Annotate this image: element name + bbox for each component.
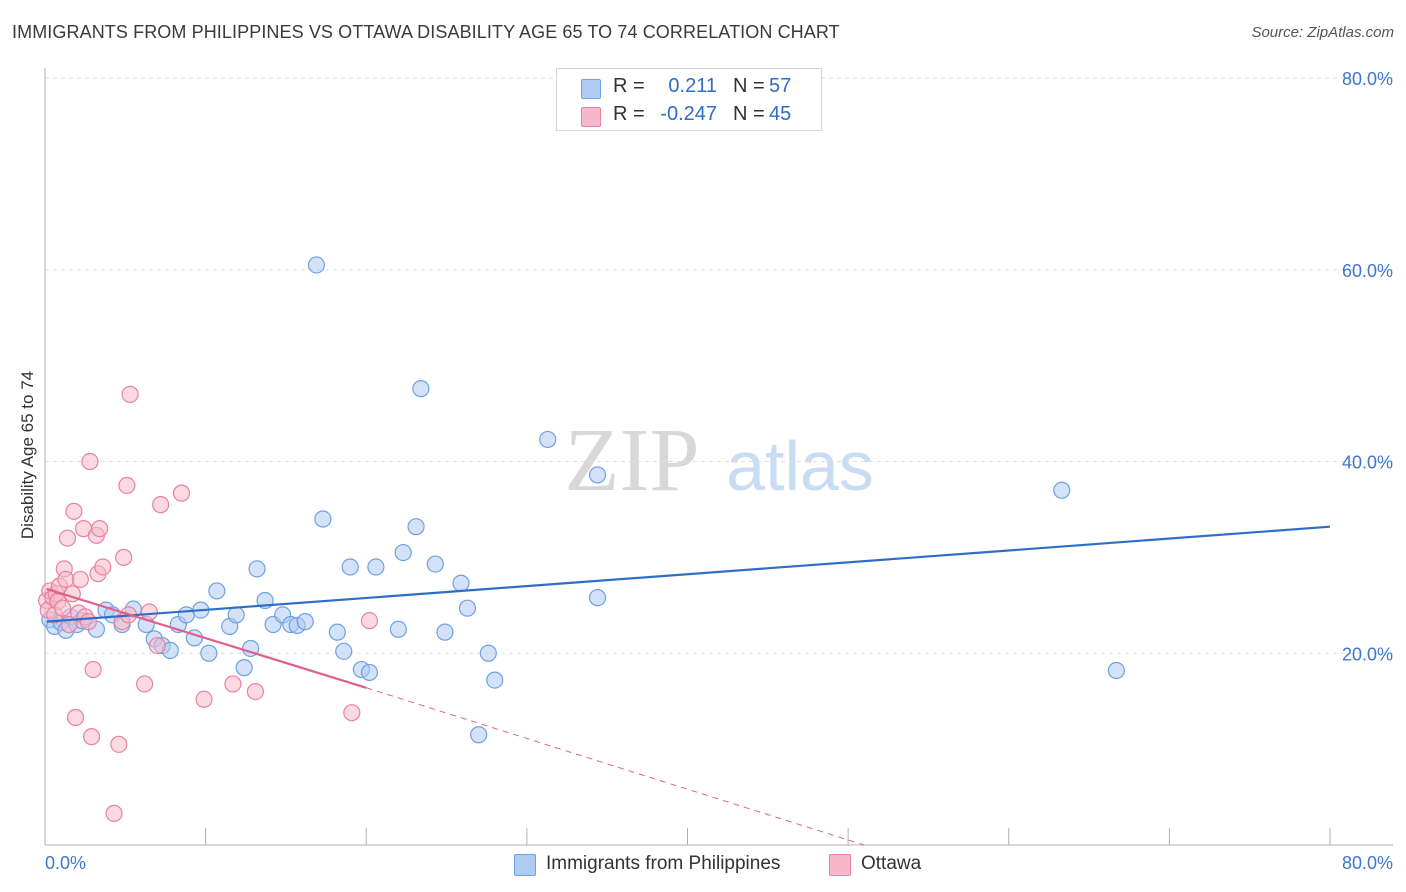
legend-n-value: 57 <box>769 75 792 97</box>
point-philippines <box>588 589 607 607</box>
point-philippines <box>248 560 266 578</box>
legend-swatch-blue <box>514 854 536 876</box>
point-philippines <box>539 430 557 449</box>
point-philippines <box>177 606 195 624</box>
point-philippines <box>426 555 444 573</box>
y-tick-label: 20.0% <box>1342 644 1393 664</box>
x-axis-ticks <box>205 828 1331 845</box>
data-points <box>38 256 1125 822</box>
point-ottawa <box>115 548 133 566</box>
point-philippines <box>341 558 359 576</box>
point-ottawa <box>121 385 139 403</box>
point-philippines <box>394 543 412 562</box>
point-ottawa <box>79 613 97 631</box>
point-ottawa <box>148 636 167 655</box>
point-ottawa <box>246 682 265 701</box>
chart-title: IMMIGRANTS FROM PHILIPPINES VS OTTAWA DI… <box>12 22 840 42</box>
watermark-atlas: atlas <box>726 427 874 505</box>
point-ottawa <box>152 496 170 514</box>
point-philippines <box>452 574 470 592</box>
point-philippines <box>407 518 425 536</box>
legend-n-label: N = <box>733 103 765 125</box>
legend-label-philippines: Immigrants from Philippines <box>546 853 781 874</box>
point-ottawa <box>84 660 102 679</box>
point-ottawa <box>71 570 89 589</box>
x-axis-tick-labels: 0.0% 80.0% <box>45 853 1393 873</box>
legend-n-value: 45 <box>769 103 792 125</box>
point-ottawa <box>66 708 85 727</box>
point-ottawa <box>135 675 154 693</box>
point-ottawa <box>82 728 101 746</box>
source-label: Source: ZipAtlas.com <box>1251 24 1394 41</box>
point-philippines <box>389 620 407 638</box>
point-ottawa <box>91 520 109 538</box>
x-tick-label: 0.0% <box>45 853 86 873</box>
correlation-legend: R = 0.211 N = 57 R = -0.247 N = 45 <box>556 68 822 131</box>
point-ottawa <box>81 452 99 471</box>
point-philippines <box>588 466 607 484</box>
point-philippines <box>412 380 430 398</box>
point-ottawa <box>58 529 77 547</box>
legend-r-value: 0.211 <box>668 75 717 97</box>
point-ottawa <box>65 502 83 520</box>
point-philippines <box>227 606 245 624</box>
point-ottawa <box>94 558 112 576</box>
point-philippines <box>307 256 326 274</box>
point-philippines <box>328 623 346 641</box>
series-legend: Immigrants from Philippines Ottawa <box>0 852 1406 878</box>
legend-swatch-pink <box>581 107 601 127</box>
legend-r-label: R = <box>613 103 645 125</box>
legend-row-philippines: R = 0.211 N = 57 <box>557 73 821 101</box>
point-philippines <box>1107 661 1125 680</box>
axes <box>44 68 1393 846</box>
point-philippines <box>458 599 477 617</box>
point-philippines <box>367 558 385 576</box>
grid-lines <box>45 77 1393 654</box>
point-philippines <box>486 671 504 689</box>
legend-swatch-pink <box>829 854 851 876</box>
legend-n-label: N = <box>733 75 765 97</box>
watermark-zip: ZIP <box>565 411 700 510</box>
point-ottawa <box>172 484 191 502</box>
x-tick-label: 80.0% <box>1342 853 1393 873</box>
point-ottawa <box>54 599 72 617</box>
point-philippines <box>436 623 454 641</box>
point-ottawa <box>140 603 159 621</box>
point-philippines <box>360 663 379 682</box>
point-philippines <box>296 613 314 631</box>
trend-line-ottawa-extension <box>366 687 865 846</box>
y-tick-label: 80.0% <box>1342 69 1393 89</box>
legend-swatch-blue <box>581 79 601 99</box>
point-philippines <box>479 644 497 662</box>
y-tick-label: 40.0% <box>1342 453 1393 473</box>
point-philippines <box>208 582 226 600</box>
point-ottawa <box>110 735 128 753</box>
point-ottawa <box>195 690 213 708</box>
point-philippines <box>314 510 332 528</box>
point-ottawa <box>224 675 242 693</box>
point-philippines <box>1053 481 1071 499</box>
trend-lines <box>46 525 1331 846</box>
point-philippines <box>200 644 218 662</box>
point-ottawa <box>360 612 379 630</box>
point-ottawa <box>57 570 75 589</box>
legend-r-label: R = <box>613 75 645 97</box>
point-ottawa <box>343 704 361 722</box>
y-tick-label: 60.0% <box>1342 261 1393 281</box>
trend-line-ottawa <box>46 587 367 689</box>
legend-r-value: -0.247 <box>660 103 717 125</box>
legend-row-ottawa: R = -0.247 N = 45 <box>557 101 821 129</box>
point-ottawa <box>105 804 123 822</box>
trend-line-philippines <box>46 525 1331 623</box>
legend-label-ottawa: Ottawa <box>861 853 922 874</box>
point-philippines <box>470 726 488 744</box>
y-axis-tick-labels: 20.0% 40.0% 60.0% 80.0% <box>1342 69 1393 664</box>
point-philippines <box>335 642 353 660</box>
watermark: ZIP atlas <box>565 411 874 510</box>
point-philippines <box>235 659 253 677</box>
point-ottawa <box>118 476 136 495</box>
